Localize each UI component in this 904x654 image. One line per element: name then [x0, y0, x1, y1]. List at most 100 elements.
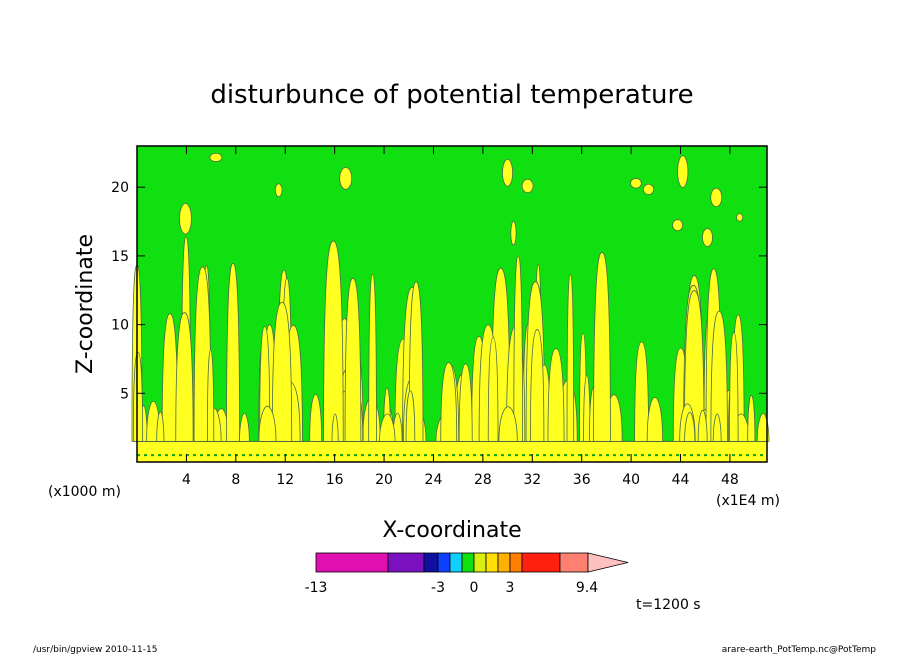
plume [697, 409, 708, 442]
plume [331, 413, 339, 442]
plume [239, 412, 250, 442]
colorbar-segment [485, 552, 499, 573]
upper-blob [521, 178, 534, 194]
colorbar-segment [449, 552, 463, 573]
upper-blob [339, 166, 353, 190]
plume [498, 406, 518, 442]
upper-blob [502, 158, 514, 187]
plume [513, 255, 523, 442]
colorbar-segment [387, 552, 425, 573]
plume [747, 394, 756, 442]
y-tick-label: 20 [111, 180, 129, 196]
plume [271, 301, 293, 442]
upper-blob [630, 177, 642, 189]
plume [710, 310, 728, 442]
x-axis-label: X-coordinate [382, 518, 521, 543]
colorbar-segment [437, 552, 451, 573]
x-tick-label: 48 [721, 472, 739, 488]
y-tick-label: 5 [120, 386, 129, 402]
colorbar-label: 0 [470, 580, 479, 596]
plume [156, 411, 165, 442]
colorbar-labels: -13 -3 0 3 9.4 [305, 580, 599, 596]
plume [487, 337, 499, 442]
x-tick-label: 16 [326, 472, 344, 488]
plume [712, 413, 722, 442]
upper-blob [736, 213, 744, 222]
plume [258, 405, 277, 442]
x-tick-label: 4 [182, 472, 191, 488]
chart-title: disturbunce of potential temperature [210, 80, 693, 110]
plume [132, 351, 144, 442]
plume [175, 312, 194, 442]
x-tick-label: 28 [474, 472, 492, 488]
upper-blob [702, 228, 713, 247]
colorbar-label: 9.4 [576, 580, 598, 596]
plume [379, 413, 396, 442]
upper-blob [672, 219, 684, 232]
plume [684, 411, 696, 442]
plume [405, 390, 416, 442]
colorbar-label: -3 [431, 580, 445, 596]
time-annotation: t=1200 s [636, 597, 701, 613]
plume [634, 341, 649, 442]
colorbar-segment [473, 552, 487, 573]
colorbar-segment [315, 552, 389, 573]
plume [207, 349, 215, 442]
upper-blob [179, 202, 192, 235]
plume [368, 273, 377, 442]
plot-frame [136, 145, 768, 463]
upper-blob [710, 187, 723, 208]
colorbar-segment [497, 552, 511, 573]
contour-features [131, 152, 770, 462]
colorbar-label: -13 [305, 580, 328, 596]
plume [226, 262, 240, 442]
plume [458, 363, 473, 442]
colorbar-segment [509, 552, 523, 573]
plume [344, 277, 362, 442]
plume [684, 290, 705, 442]
x-tick-label: 20 [375, 472, 393, 488]
x-tick-label: 12 [276, 472, 294, 488]
plot-area [131, 145, 770, 463]
plume [309, 394, 323, 442]
plume [530, 329, 545, 442]
colorbar-label: 3 [506, 580, 515, 596]
plume [646, 397, 664, 442]
y-tick-label: 10 [111, 318, 129, 334]
footer-right: arare-earth_PotTemp.nc@PotTemp [722, 645, 877, 654]
plume [729, 332, 739, 442]
colorbar-segment [461, 552, 475, 573]
plume [193, 266, 212, 442]
upper-blob [209, 152, 223, 163]
y-tick-label: 15 [111, 249, 129, 265]
plume [593, 252, 611, 442]
colorbar-segment [423, 552, 439, 573]
plume [756, 412, 770, 442]
upper-blob [642, 183, 655, 195]
colorbar-segment [521, 552, 561, 573]
x-tick-label: 36 [573, 472, 591, 488]
y-unit-label: (x1000 m) [48, 484, 121, 500]
plume [566, 274, 575, 442]
plume [547, 348, 565, 442]
x-tick-label: 24 [425, 472, 443, 488]
x-tick-label: 44 [672, 472, 690, 488]
x-axis: 4 8 12 16 20 24 28 32 36 40 44 48 [182, 146, 739, 488]
colorbar-arrow [587, 552, 629, 573]
colorbar-segment [559, 552, 589, 573]
plume [323, 240, 344, 442]
x-unit-label: (x1E4 m) [716, 493, 780, 509]
upper-blob [274, 183, 283, 198]
x-tick-label: 8 [231, 472, 240, 488]
colorbar [315, 552, 629, 573]
plume [440, 362, 458, 442]
x-tick-label: 32 [523, 472, 541, 488]
y-axis: 5 10 15 20 [111, 180, 767, 402]
upper-blob [677, 155, 689, 188]
upper-blob [510, 220, 517, 246]
y-axis-label: Z-coordinate [73, 234, 98, 374]
x-tick-label: 40 [622, 472, 640, 488]
surface-layer [137, 441, 767, 462]
footer-left: /usr/bin/gpview 2010-11-15 [33, 645, 157, 654]
